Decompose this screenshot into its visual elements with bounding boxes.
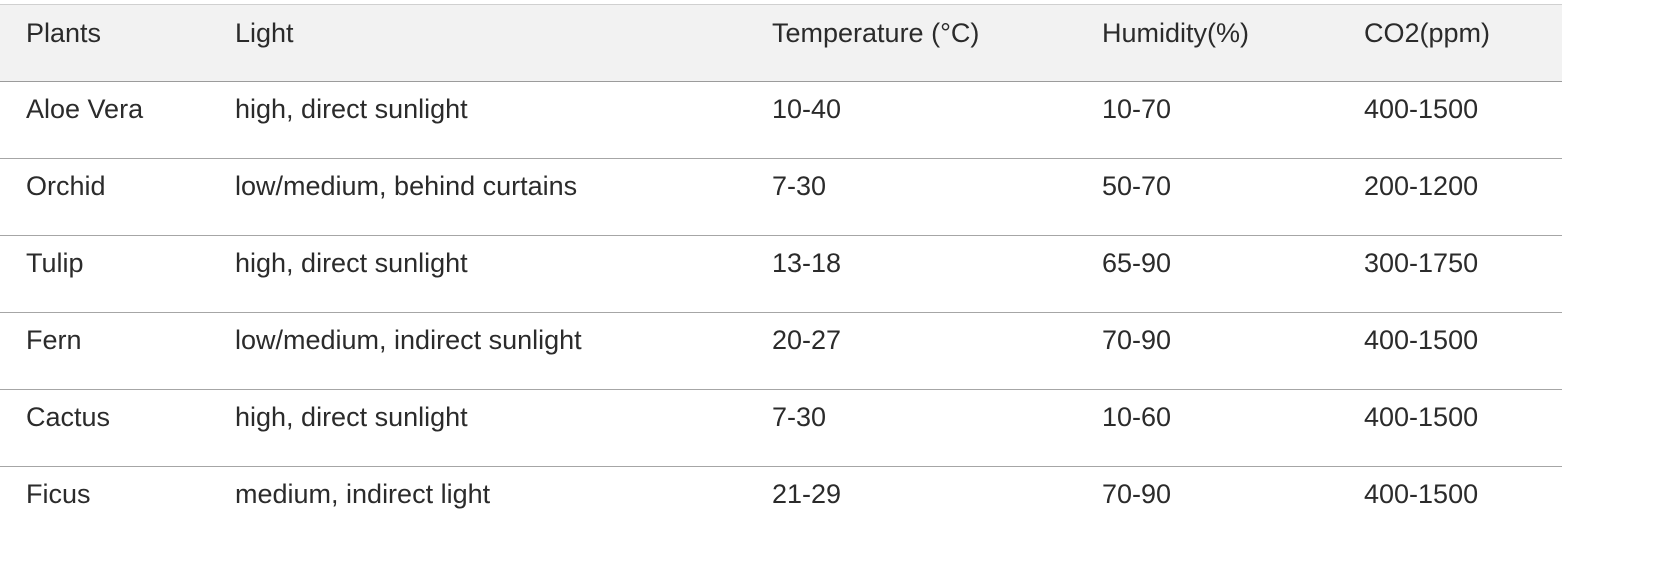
cell-co2: 200-1200 <box>1338 158 1562 236</box>
cell-co2: 400-1500 <box>1338 312 1562 390</box>
table-header: Plants Light Temperature (°C) Humidity(%… <box>0 4 1562 82</box>
table-body: Aloe Vera high, direct sunlight 10-40 10… <box>0 81 1562 544</box>
cell-plant: Aloe Vera <box>0 81 209 159</box>
cell-temperature: 7-30 <box>746 389 1076 467</box>
cell-temperature: 10-40 <box>746 81 1076 159</box>
plant-conditions-table-container: Plants Light Temperature (°C) Humidity(%… <box>0 4 1562 543</box>
cell-humidity: 50-70 <box>1076 158 1338 236</box>
cell-co2: 300-1750 <box>1338 235 1562 313</box>
table-row: Cactus high, direct sunlight 7-30 10-60 … <box>0 389 1562 467</box>
cell-plant: Orchid <box>0 158 209 236</box>
plant-conditions-table: Plants Light Temperature (°C) Humidity(%… <box>0 4 1562 543</box>
cell-light: low/medium, indirect sunlight <box>209 312 746 390</box>
cell-temperature: 13-18 <box>746 235 1076 313</box>
cell-plant: Fern <box>0 312 209 390</box>
cell-plant: Cactus <box>0 389 209 467</box>
table-row: Fern low/medium, indirect sunlight 20-27… <box>0 312 1562 390</box>
cell-plant: Ficus <box>26 479 91 509</box>
cell-temperature: 7-30 <box>746 158 1076 236</box>
table-row: Aloe Vera high, direct sunlight 10-40 10… <box>0 81 1562 159</box>
cell-humidity: 10-70 <box>1076 81 1338 159</box>
cell-co2: 400-1500 <box>1364 479 1479 509</box>
cell-humidity: 10-60 <box>1076 389 1338 467</box>
header-humidity: Humidity(%) <box>1076 4 1338 82</box>
table-row: Orchid low/medium, behind curtains 7-30 … <box>0 158 1562 236</box>
cell-temperature: 21-29 <box>772 479 842 509</box>
cell-light: high, direct sunlight <box>209 81 746 159</box>
cell-light: high, direct sunlight <box>209 235 746 313</box>
header-temperature: Temperature (°C) <box>746 4 1076 82</box>
table-row: Tulip high, direct sunlight 13-18 65-90 … <box>0 235 1562 313</box>
cell-humidity: 70-90 <box>1102 479 1172 509</box>
cell-co2: 400-1500 <box>1338 81 1562 159</box>
cell-humidity: 65-90 <box>1076 235 1338 313</box>
cell-light: high, direct sunlight <box>209 389 746 467</box>
cell-light: medium, indirect light <box>235 479 491 509</box>
header-light: Light <box>209 4 746 82</box>
table-row: Ficus medium, indirect light 21-29 70-90… <box>0 467 1562 544</box>
header-co2: CO2(ppm) <box>1338 4 1562 82</box>
cell-humidity: 70-90 <box>1076 312 1338 390</box>
header-plants: Plants <box>0 4 209 82</box>
cell-co2: 400-1500 <box>1338 389 1562 467</box>
cell-light: low/medium, behind curtains <box>209 158 746 236</box>
cell-temperature: 20-27 <box>746 312 1076 390</box>
cell-plant: Tulip <box>0 235 209 313</box>
header-row: Plants Light Temperature (°C) Humidity(%… <box>0 4 1562 82</box>
